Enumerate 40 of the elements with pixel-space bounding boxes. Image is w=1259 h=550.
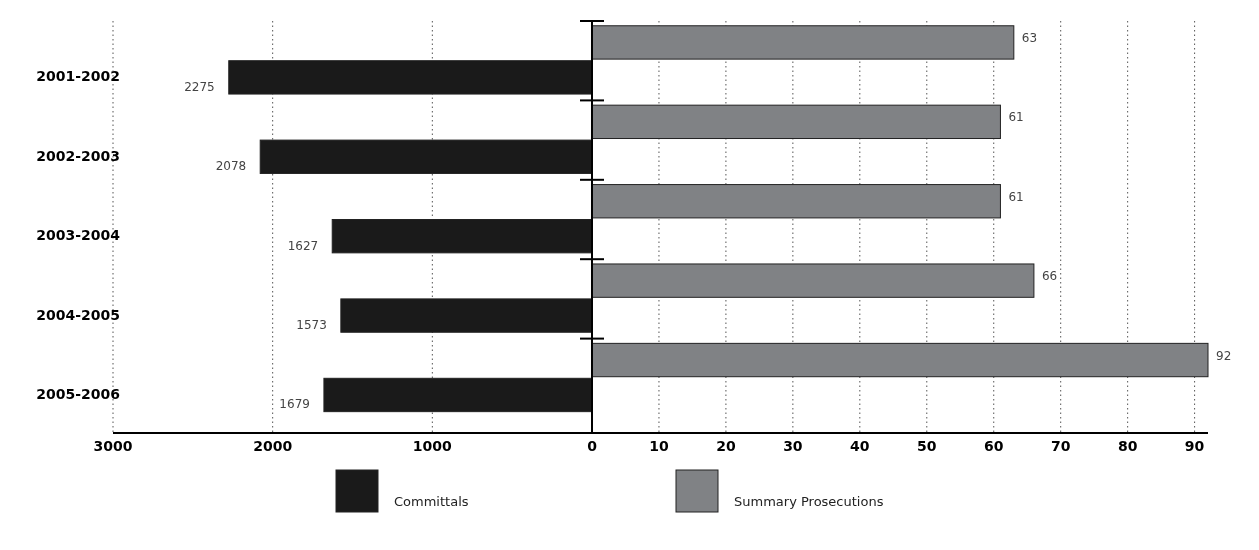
x-tick-label: 20	[716, 438, 736, 454]
text: Summary Prosecutions	[734, 494, 884, 509]
data-label: 1679	[279, 397, 310, 412]
data-label: 63	[1021, 30, 1038, 45]
data-label: 61	[1008, 110, 1024, 125]
bar	[259, 139, 593, 174]
text: Committals	[394, 494, 469, 509]
y-tick-label: 2004-2005	[36, 306, 120, 323]
x-tick-label: 70	[1050, 438, 1071, 454]
x-tick-label: 60	[984, 438, 1004, 454]
data-label: 2275	[184, 79, 215, 94]
bar	[340, 298, 593, 333]
data-label: 66	[1041, 269, 1058, 284]
x-tick-label: 2000	[253, 438, 293, 454]
bar	[591, 25, 1015, 60]
x-tick-label: 10	[649, 438, 669, 454]
x-tick-label: 30	[783, 438, 803, 454]
x-tick-label: 3000	[93, 438, 133, 454]
bar	[228, 60, 593, 95]
x-tick-label: 0	[587, 438, 598, 454]
y-tick-label: 2002-2003	[36, 147, 120, 164]
bar	[591, 104, 1001, 140]
y-tick-label: 2003-2004	[36, 227, 121, 244]
x-tick-label: 1000	[412, 438, 453, 454]
x-tick-label: 40	[850, 438, 870, 454]
y-tick-label: 2005-2006	[36, 385, 120, 402]
x-tick-label: 80	[1117, 438, 1138, 454]
bar	[331, 219, 593, 254]
bar	[591, 263, 1035, 298]
data-label: 2078	[215, 159, 247, 174]
data-label: 1573	[296, 318, 327, 333]
bar	[591, 184, 1001, 219]
bar	[591, 342, 1209, 378]
data-label: 1627	[287, 238, 319, 253]
data-label: 61	[1008, 189, 1024, 204]
y-tick-label: 2001-2002	[36, 68, 120, 85]
bar	[323, 377, 593, 413]
x-tick-label: 90	[1184, 438, 1205, 454]
x-tick-label: 50	[917, 438, 937, 454]
data-label: 92	[1216, 348, 1232, 363]
